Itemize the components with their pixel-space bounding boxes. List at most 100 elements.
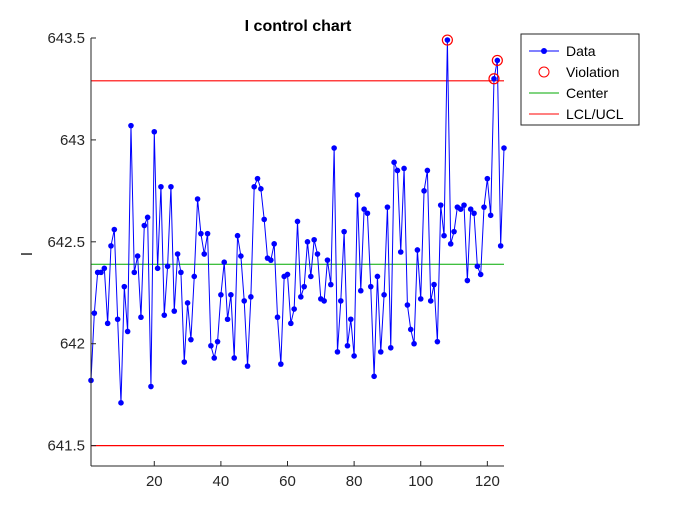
data-point [401, 165, 407, 172]
data-point [161, 312, 168, 318]
violation-marker [491, 54, 503, 67]
data-point [311, 236, 317, 243]
data-point [171, 308, 178, 314]
violation-marker [488, 73, 500, 85]
data-point [341, 228, 347, 235]
data-point [371, 373, 377, 380]
data-point [118, 400, 124, 406]
data-point [491, 75, 497, 82]
y-tick-label: 641.5 [47, 438, 85, 455]
data-point [484, 175, 491, 182]
data-point [241, 298, 248, 304]
data-point [397, 249, 404, 255]
data-point [357, 287, 364, 294]
data-point [234, 232, 241, 239]
data-point [411, 340, 417, 347]
data-point [377, 349, 384, 355]
data-point [441, 232, 447, 239]
data-point [308, 273, 314, 280]
data-point [274, 314, 281, 321]
data-point [211, 355, 218, 361]
data-point [124, 328, 131, 335]
data-point [134, 253, 141, 259]
data-point [477, 271, 484, 278]
data-point [321, 298, 327, 304]
data-point [101, 265, 108, 272]
y-tick-label: 643.5 [47, 30, 85, 47]
data-point [271, 241, 277, 247]
data-point [374, 273, 381, 280]
data-point [178, 269, 184, 276]
data-point [407, 326, 414, 333]
data-point [261, 216, 267, 223]
data-point [447, 241, 454, 247]
y-axis-label: I [19, 252, 36, 256]
data-point [91, 310, 98, 316]
data-point [224, 316, 231, 323]
plot-background [91, 38, 504, 466]
x-tick-label: 40 [213, 473, 230, 490]
data-point [154, 265, 161, 272]
plot-area: 20 40 60 80 100 120 641.5 642 642.5 643 643.5 [47, 30, 507, 490]
legend-label-data: Data [566, 43, 596, 59]
data-point [184, 300, 191, 306]
data-point [181, 359, 188, 365]
y-tick-label: 642 [60, 336, 85, 353]
data-point [424, 167, 431, 174]
data-point [394, 167, 401, 174]
data-point [114, 316, 121, 323]
data-point [437, 202, 444, 208]
data-point [417, 296, 424, 302]
data-point [254, 175, 261, 182]
data-point [291, 306, 297, 312]
data-point [487, 212, 494, 219]
legend-label-center: Center [566, 85, 608, 101]
data-point [244, 363, 251, 369]
legend-box [520, 33, 640, 126]
data-point [228, 292, 234, 298]
legend-data-marker [541, 48, 547, 54]
data-point [347, 316, 354, 323]
data-point [218, 292, 224, 298]
data-point [354, 192, 361, 198]
data-point [231, 355, 238, 361]
data-point [444, 37, 451, 43]
legend-label-violation: Violation [566, 64, 619, 80]
data-point [497, 243, 504, 249]
data-point [334, 349, 341, 355]
chart-title: I control chart [245, 18, 352, 35]
data-point [361, 206, 367, 212]
data-point [467, 206, 474, 212]
data-point [434, 338, 441, 345]
data-point [284, 271, 291, 278]
data-point [301, 283, 307, 290]
data-point [201, 251, 208, 257]
data-point [268, 257, 274, 263]
data-point [144, 214, 151, 221]
data-point [278, 361, 284, 367]
data-point [258, 186, 264, 192]
data-point [174, 251, 181, 257]
data-point [344, 342, 351, 349]
data-point [328, 281, 334, 288]
data-point [471, 210, 477, 217]
x-tick-label: 100 [408, 473, 433, 490]
legend: Data Violation Center LCL/UCL [520, 33, 640, 126]
data-point [404, 302, 411, 308]
data-point [194, 196, 201, 202]
data-point [288, 320, 294, 327]
data-point [457, 206, 464, 212]
data-point [314, 251, 321, 257]
data-point [474, 263, 481, 270]
data-point [168, 183, 174, 190]
data-point [191, 273, 198, 280]
data-point [384, 204, 391, 210]
data-point [414, 247, 421, 253]
data-point [421, 188, 427, 194]
data-point [427, 298, 434, 304]
legend-label-limits: LCL/UCL [566, 106, 624, 122]
data-point [238, 253, 244, 259]
data-point [364, 210, 371, 217]
data-point [331, 145, 337, 151]
